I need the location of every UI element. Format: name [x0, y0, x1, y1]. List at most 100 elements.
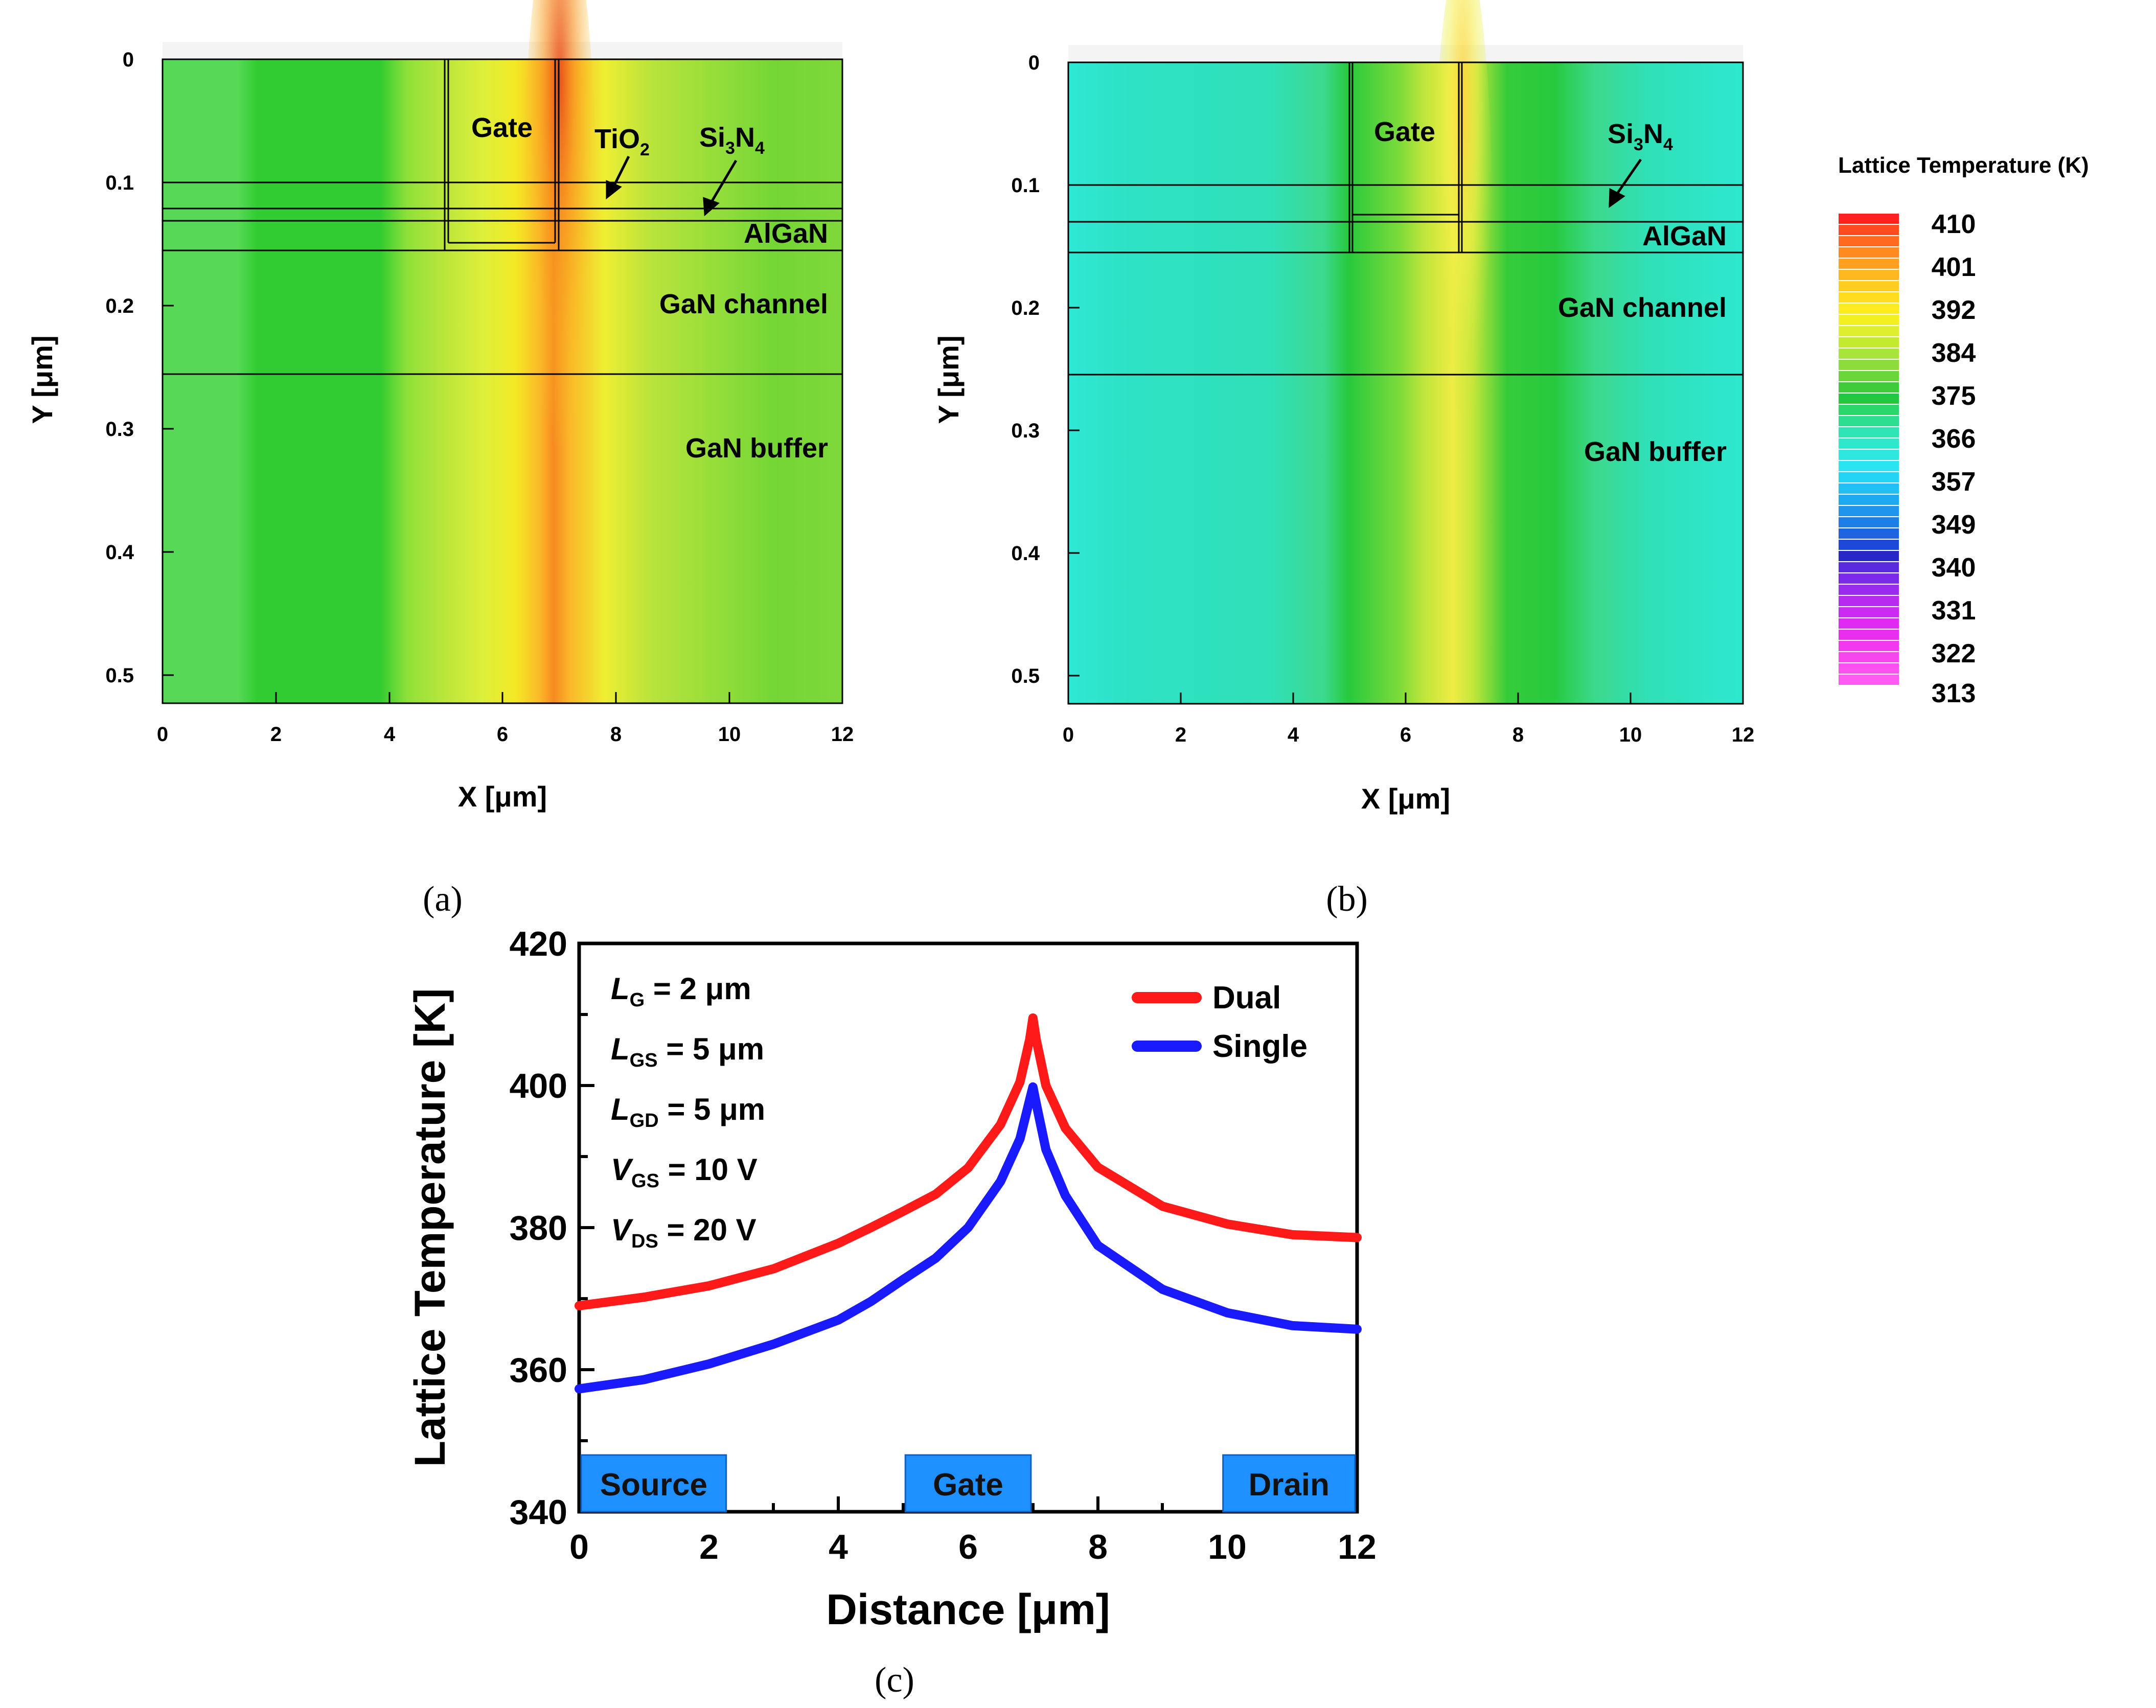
panel-a-ytick-2: 0.2	[105, 295, 134, 317]
panel-b-ytick-2: 0.2	[1011, 297, 1040, 319]
colorbar-swatch	[1839, 304, 1899, 314]
colorbar-swatch	[1839, 281, 1899, 291]
colorbar-swatch	[1839, 472, 1899, 482]
colorbar-swatch	[1839, 371, 1899, 381]
colorbar-swatches	[1839, 214, 1899, 685]
panel-a-channel-label: GaN channel	[659, 289, 828, 319]
colorbar-swatch	[1839, 663, 1899, 674]
panel-b-y-ticks	[1068, 61, 1080, 677]
panel-c-ytick-420: 420	[510, 925, 567, 963]
panel-a-gate-label: Gate	[471, 112, 533, 143]
colorbar-swatch	[1839, 506, 1899, 516]
colorbar-swatch	[1839, 652, 1899, 662]
panel-b-algan-label: AlGaN	[1642, 221, 1727, 251]
panel-c-xtick-6: 6	[958, 1528, 978, 1566]
panel-b-caption: (b)	[1326, 880, 1368, 919]
region-source-box	[580, 1454, 727, 1513]
colorbar-swatch	[1839, 438, 1899, 449]
panel-a-ytick-3: 0.3	[105, 418, 134, 441]
colorbar-swatch	[1839, 517, 1899, 527]
panel-c-ytick-400: 400	[510, 1067, 567, 1105]
panel-a-xlabel: X [μm]	[458, 780, 547, 813]
colorbar-swatch	[1839, 247, 1899, 258]
colorbar-label-410: 410	[1932, 210, 1976, 239]
panel-a-x-ticks	[162, 692, 843, 703]
colorbar-swatch	[1839, 236, 1899, 246]
panel-a-xtick-3: 6	[497, 723, 508, 746]
panel-b-ytick-3: 0.3	[1011, 420, 1040, 442]
colorbar-swatch	[1839, 405, 1899, 415]
colorbar-swatch	[1839, 416, 1899, 426]
colorbar-swatch	[1839, 349, 1899, 359]
panel-b-ytick-1: 0.1	[1011, 174, 1040, 197]
panel-c-xtick-8: 8	[1088, 1528, 1108, 1566]
colorbar-swatch	[1839, 225, 1899, 235]
colorbar-swatch	[1839, 551, 1899, 561]
panel-a-caption: (a)	[423, 880, 463, 919]
panel-b-buffer-label: GaN buffer	[1584, 436, 1727, 467]
panel-c-xtick-12: 12	[1338, 1528, 1377, 1566]
colorbar-label-384: 384	[1932, 338, 1976, 368]
colorbar-swatch	[1839, 596, 1899, 606]
panel-a-algan-label: AlGaN	[744, 218, 828, 249]
panel-b: 0 0.1 0.2 0.3 0.4 0.5 0 2 4 6 8 10 12 X …	[932, 0, 1754, 919]
panel-b-channel-label: GaN channel	[1558, 292, 1727, 323]
panel-b-xtick-5: 10	[1619, 724, 1642, 746]
colorbar-swatch	[1839, 214, 1899, 224]
panel-c-regions: Source Gate Drain	[580, 1454, 1356, 1513]
colorbar-label-401: 401	[1932, 252, 1976, 282]
colorbar-swatch	[1839, 450, 1899, 460]
region-gate-box	[904, 1454, 1032, 1513]
panel-c-params: LG = 2 μm LGS = 5 μm LGD = 5 μm VGS = 10…	[611, 972, 765, 1252]
panel-b-arrows	[1609, 158, 1642, 209]
colorbar-swatch	[1839, 585, 1899, 595]
panel-b-si3n4-label: Si3N4	[1608, 119, 1673, 154]
colorbar-swatch	[1839, 630, 1899, 640]
panel-b-layer-lines	[1068, 62, 1743, 376]
colorbar-swatch	[1839, 495, 1899, 505]
panel-b-xtick-6: 12	[1732, 724, 1755, 746]
panel-b-gate-label: Gate	[1374, 117, 1435, 147]
panel-a-ytick-5: 0.5	[105, 664, 134, 687]
colorbar-swatch	[1839, 573, 1899, 584]
panel-a-ytick-4: 0.4	[105, 541, 134, 564]
panel-a-xtick-2: 4	[384, 723, 396, 746]
colorbar-label-375: 375	[1932, 381, 1976, 411]
colorbar-label-313: 313	[1932, 679, 1976, 708]
panel-a-xtick-6: 12	[831, 723, 854, 746]
region-gate-label: Gate	[933, 1467, 1003, 1503]
panel-a-heatmap	[163, 59, 842, 703]
panel-c-ytick-360: 360	[510, 1351, 567, 1390]
colorbar-swatch	[1839, 427, 1899, 437]
colorbar-swatch	[1839, 528, 1899, 539]
panel-b-ytick-5: 0.5	[1011, 665, 1040, 687]
panel-b-xlabel: X [μm]	[1361, 782, 1450, 815]
panel-b-xtick-1: 2	[1175, 724, 1186, 746]
colorbar-swatch	[1839, 675, 1899, 685]
panel-b-x-ticks	[1067, 693, 1744, 704]
panel-c-ylabel: Lattice Temperature [K]	[406, 988, 454, 1467]
panel-b-xtick-3: 6	[1400, 724, 1411, 746]
param-lg: LG = 2 μm	[611, 972, 751, 1011]
panel-a-xtick-1: 2	[270, 723, 282, 746]
colorbar-title: Lattice Temperature (K)	[1838, 153, 2089, 178]
panel-a-xtick-5: 10	[718, 723, 741, 746]
region-drain-label: Drain	[1249, 1467, 1329, 1503]
panel-a-y-ticks	[163, 58, 174, 676]
param-lgs: LGS = 5 μm	[611, 1032, 764, 1071]
panel-a-xtick-0: 0	[157, 723, 168, 746]
panel-a-xtick-4: 8	[610, 723, 622, 746]
panel-b-xtick-2: 4	[1288, 724, 1299, 746]
panel-c: 340 360 380 400 420 0 2 4 6 8 10 12 Dist…	[406, 925, 1377, 1700]
panel-a-arrows	[606, 155, 738, 217]
panel-c-xtick-2: 2	[699, 1528, 719, 1566]
colorbar-label-366: 366	[1932, 424, 1976, 454]
legend-dual-label: Dual	[1212, 980, 1281, 1015]
colorbar-swatch	[1839, 337, 1899, 348]
param-vgs: VGS = 10 V	[611, 1152, 758, 1192]
colorbar-swatch	[1839, 394, 1899, 404]
panel-a-tio2-label: TiO2	[594, 124, 650, 159]
panel-c-xtick-10: 10	[1208, 1528, 1247, 1566]
colorbar-swatch	[1839, 382, 1899, 393]
panel-b-xtick-4: 8	[1512, 724, 1524, 746]
